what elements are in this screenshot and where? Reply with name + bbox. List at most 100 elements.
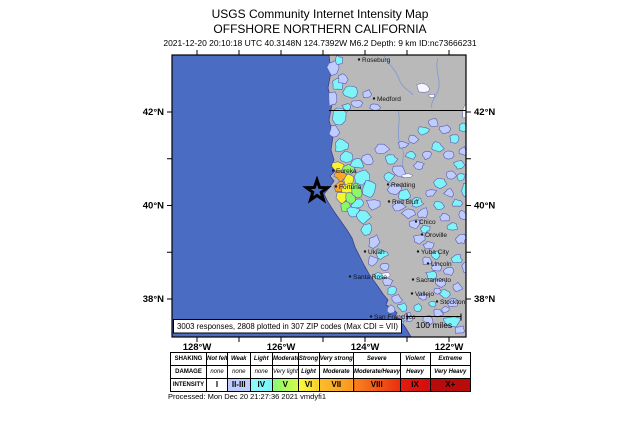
legend-intensity-cell: V bbox=[272, 378, 299, 392]
city-dot bbox=[414, 220, 418, 223]
zip-region bbox=[386, 304, 396, 314]
legend-intensity-cell: X+ bbox=[429, 378, 471, 392]
zip-region bbox=[441, 306, 450, 314]
longitude-label: 128°W bbox=[183, 342, 212, 353]
zip-region bbox=[413, 234, 426, 245]
latitude-label: 42°N bbox=[474, 107, 495, 118]
legend-shaking-cell: Violent bbox=[399, 352, 431, 366]
zip-region bbox=[391, 200, 407, 212]
zip-region bbox=[339, 150, 354, 163]
lake bbox=[380, 272, 391, 279]
latitude-label: 38°N bbox=[474, 294, 495, 305]
city-label: Lincoln bbox=[431, 261, 452, 268]
legend-row-header: DAMAGE bbox=[170, 365, 207, 379]
axis-labels-layer: 42°N 42°N 40°N 40°N 38°N 38°N 128°W 126°W 124°W 1… bbox=[143, 107, 496, 353]
zip-region bbox=[428, 300, 437, 308]
city-dot bbox=[372, 97, 376, 100]
zip-region bbox=[451, 198, 464, 207]
city-label: Fortuna bbox=[339, 184, 362, 191]
zip-region bbox=[396, 302, 408, 313]
zip-region bbox=[413, 303, 423, 312]
map-frame bbox=[171, 54, 467, 338]
responses-summary-text: 3003 responses, 2808 plotted in 307 ZIP … bbox=[177, 322, 398, 331]
zip-region bbox=[442, 266, 455, 276]
zip-region bbox=[450, 254, 463, 264]
legend-intensity-cell: II-III bbox=[227, 378, 251, 392]
zip-region bbox=[425, 189, 438, 197]
legend-shaking-cell: Extreme bbox=[429, 352, 471, 366]
zip-region bbox=[335, 55, 344, 65]
zip-region bbox=[338, 73, 349, 85]
zip-region bbox=[331, 161, 345, 172]
zip-region bbox=[328, 91, 338, 107]
zip-region bbox=[456, 172, 466, 182]
longitude-label: 126°W bbox=[267, 342, 296, 353]
responses-summary-box: 3003 responses, 2808 plotted in 307 ZIP … bbox=[173, 319, 402, 334]
zip-region bbox=[383, 171, 396, 184]
city-label: Chico bbox=[419, 219, 436, 226]
zip-region bbox=[453, 160, 466, 170]
legend-intensity-cell: I bbox=[206, 378, 228, 392]
city-dot bbox=[411, 278, 415, 281]
scale-bar-label: 100 miles bbox=[416, 320, 452, 330]
zip-region bbox=[350, 198, 364, 209]
scale-bar: 100 miles bbox=[406, 313, 462, 330]
zip-region bbox=[431, 141, 445, 153]
city-dot bbox=[435, 300, 439, 303]
zip-region bbox=[368, 234, 381, 249]
zip-region bbox=[417, 126, 431, 136]
zip-region bbox=[420, 225, 431, 234]
zip-region bbox=[446, 298, 460, 308]
zip-region bbox=[392, 165, 406, 178]
legend-damage-cell: none bbox=[249, 365, 273, 379]
zip-region bbox=[404, 150, 417, 160]
zip-region bbox=[328, 125, 341, 138]
zip-region bbox=[458, 146, 466, 156]
axis-ticks-layer bbox=[167, 50, 471, 342]
zip-region bbox=[438, 124, 452, 135]
city-dot bbox=[363, 250, 367, 253]
zip-region bbox=[408, 134, 420, 144]
zip-region bbox=[391, 294, 404, 304]
legend-intensity-cell: VIII bbox=[353, 378, 401, 392]
zip-region bbox=[386, 183, 403, 195]
legend-damage-cell: Moderate/Heavy bbox=[353, 365, 401, 379]
epicenter-star bbox=[302, 175, 332, 204]
zip-region bbox=[416, 207, 428, 219]
zip-region bbox=[368, 255, 379, 267]
city-label: Eureka bbox=[336, 168, 357, 175]
city-dot bbox=[334, 185, 338, 188]
city-dot bbox=[420, 233, 424, 236]
legend-damage-cell: none bbox=[206, 365, 228, 379]
legend-damage-cell: none bbox=[227, 365, 251, 379]
zip-region bbox=[435, 277, 446, 288]
zip-region bbox=[449, 134, 460, 144]
zip-region bbox=[439, 212, 451, 222]
latitude-label: 40°N bbox=[474, 201, 495, 212]
legend-shaking-cell: Moderate bbox=[272, 352, 299, 366]
zip-region bbox=[362, 179, 377, 198]
legend-shaking-cell: Light bbox=[249, 352, 273, 366]
zip-region bbox=[433, 178, 448, 190]
zip-region bbox=[425, 270, 437, 280]
latitude-label: 38°N bbox=[143, 294, 164, 305]
zip-region bbox=[379, 263, 390, 272]
city-label: Medford bbox=[377, 96, 401, 103]
city-label: Stockton bbox=[440, 299, 466, 306]
legend-shaking-cell: Very strong bbox=[318, 352, 354, 366]
zip-region bbox=[376, 248, 389, 260]
city-label: Roseburg bbox=[362, 57, 391, 64]
zip-region bbox=[342, 85, 358, 99]
zip-region bbox=[410, 197, 425, 208]
legend-row: INTENSITY I II-III IV V VI VII VIII IX X+ bbox=[170, 378, 471, 392]
city-label: Redding bbox=[391, 182, 416, 189]
intensity-legend-table: SHAKING Not felt Weak Light Moderate Strong Ve… bbox=[170, 352, 471, 392]
zip-region bbox=[349, 158, 364, 169]
event-region-subtitle: OFFSHORE NORTHERN CALIFORNIA bbox=[213, 22, 427, 36]
legend-row: SHAKING Not felt Weak Light Moderate Strong Ve… bbox=[170, 352, 471, 366]
legend-damage-cell: Moderate bbox=[318, 365, 354, 379]
zip-region bbox=[334, 138, 349, 152]
legend-damage-cell: Very light bbox=[272, 365, 299, 379]
city-label: Vallejo bbox=[415, 291, 434, 298]
